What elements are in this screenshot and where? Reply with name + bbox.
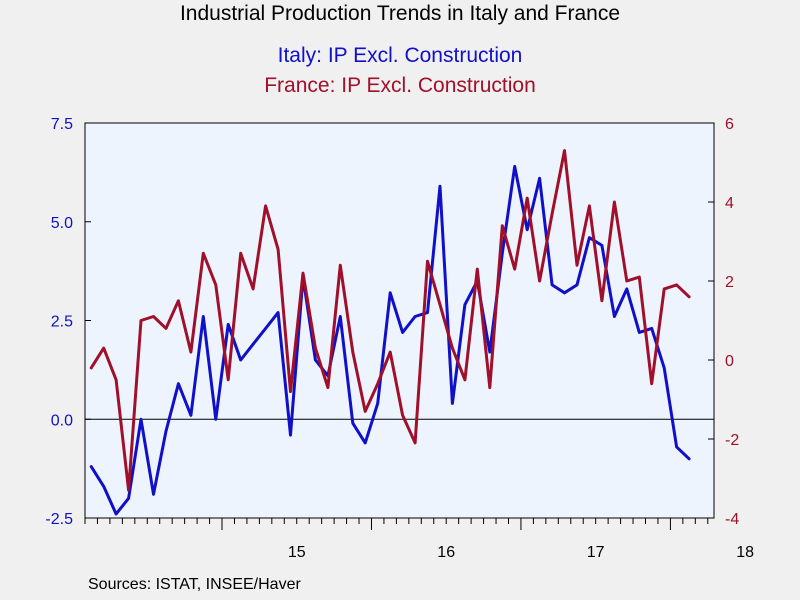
series-title-france: France: IP Excl. Construction	[264, 74, 536, 97]
right-axis-tick-label: 2	[725, 274, 734, 291]
right-axis-tick-label: 4	[725, 195, 734, 212]
x-axis-tick-label: 15	[288, 544, 306, 561]
x-axis-tick-label: 18	[736, 544, 754, 561]
right-axis-tick-label: -4	[725, 511, 739, 528]
series-line-italy	[89, 164, 691, 516]
right-axis-tick-label: -2	[725, 432, 739, 449]
series-title-italy: Italy: IP Excl. Construction	[277, 44, 523, 67]
x-axis-tick-label: 17	[587, 544, 605, 561]
left-axis-tick-label: 0.0	[51, 412, 73, 429]
left-axis-tick-label: 5.0	[51, 215, 73, 232]
left-axis-tick-label: 2.5	[51, 314, 73, 331]
right-axis-tick-label: 6	[725, 116, 734, 133]
left-axis-tick-label: -2.5	[45, 511, 73, 528]
source-note: Sources: ISTAT, INSEE/Haver	[88, 576, 301, 593]
left-axis-tick-label: 7.5	[51, 116, 73, 133]
x-axis-tick-label: 16	[437, 544, 455, 561]
right-axis-tick-label: 0	[725, 353, 734, 370]
chart-title: Industrial Production Trends in Italy an…	[179, 2, 621, 25]
series-line-france	[89, 149, 691, 492]
